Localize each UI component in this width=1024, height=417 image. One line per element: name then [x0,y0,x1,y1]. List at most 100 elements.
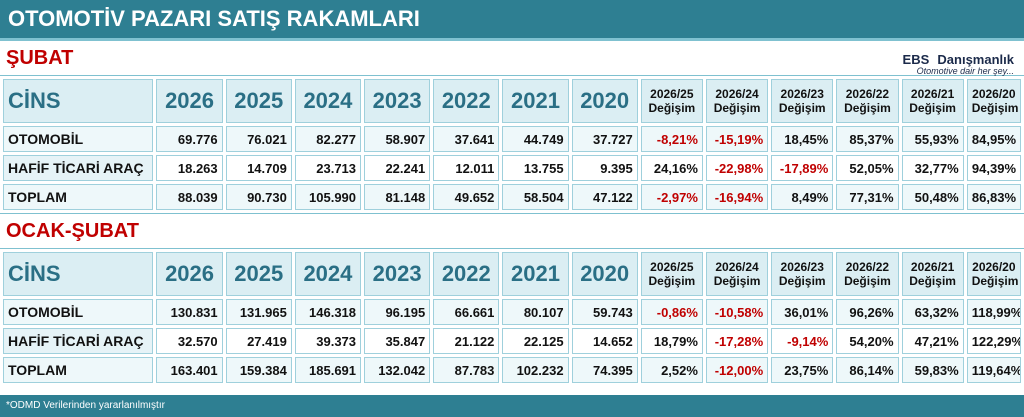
row-label: TOPLAM [3,357,154,383]
cell: 14.652 [571,328,638,354]
cell: 18.263 [156,155,223,181]
cell: 96.195 [364,299,431,325]
column-header: 2020 [571,252,638,296]
cell: 58.504 [502,184,569,210]
section-header: ŞUBAT EBS Danışmanlık Otomotive dair her ş… [0,40,1024,76]
cell: 55,93% [901,126,964,152]
column-header-line: 2026/20 [972,87,1016,101]
cell: 2,52% [640,357,703,383]
data-row: OTOMOBİL 130.831 131.965 146.318 96.195 66.66… [3,299,1021,325]
column-header-line: 2026/24 [715,260,759,274]
column-header: 2021 [502,79,569,123]
column-header: 2022 [433,252,500,296]
data-row: HAFİF TİCARİ ARAÇ 32.570 27.419 39.373 35.84… [3,328,1021,354]
cell: 81.148 [364,184,431,210]
cell: 77,31% [836,184,899,210]
data-row: TOPLAM 163.401 159.384 185.691 132.042 87.783… [3,357,1021,383]
cell: 44.749 [502,126,569,152]
cell: 21.122 [433,328,500,354]
column-header: 2026/21 Değişim [901,79,964,123]
section-title: OCAK-ŞUBAT [6,220,139,242]
footer: *ODMD Verilerinden yararlanılmıştır [0,395,1024,417]
column-header: 2026/23 Değişim [771,79,834,123]
section-title: ŞUBAT [6,47,74,69]
cell: 131.965 [225,299,292,325]
cell: 49.652 [433,184,500,210]
cell: 185.691 [294,357,362,383]
cell: 8,49% [771,184,834,210]
cell: 32.570 [156,328,223,354]
cell: 9.395 [571,155,638,181]
logo-name: Danışmanlık [937,52,1014,67]
column-header-line: Değişim [648,101,696,115]
cell: 14.709 [225,155,292,181]
cell: 88.039 [156,184,223,210]
cell: 52,05% [836,155,899,181]
column-header-line: 2026/20 [972,260,1016,274]
cell: -17,89% [771,155,834,181]
column-header-line: 2026/25 [650,87,694,101]
header-row: CİNS 2026 2025 2024 2023 2022 2021 2020 2026/25 D… [3,252,1021,296]
cell: -2,97% [640,184,703,210]
cell: 87.783 [433,357,500,383]
column-header: 2026/25 Değişim [640,79,703,123]
cell: 159.384 [225,357,292,383]
cell: 63,32% [901,299,964,325]
cell: -16,94% [705,184,769,210]
cell: 27.419 [225,328,292,354]
cell: 39.373 [294,328,362,354]
column-header-line: 2026/21 [910,260,955,274]
cell: 119,64% [966,357,1021,383]
column-header-line: 2026/22 [845,260,890,274]
column-header: 2024 [294,79,362,123]
column-header: 2026/22 Değişim [836,252,899,296]
column-header-line: 2026/24 [715,87,759,101]
cell: 24,16% [640,155,703,181]
cell: 76.021 [225,126,292,152]
column-header: 2026/24 Değişim [705,252,769,296]
cell: 22.125 [502,328,569,354]
cell: 74.395 [571,357,638,383]
cell: -0,86% [640,299,703,325]
column-header: 2026/20 Değişim [966,79,1021,123]
column-header-line: Değişim [778,274,826,288]
column-header-line: 2026/21 [910,87,955,101]
column-header: 2026/22 Değişim [836,79,899,123]
column-header: 2026/21 Değişim [901,252,964,296]
column-header-line: 2026/23 [780,260,824,274]
cell: 23,75% [771,357,834,383]
cell: 32,77% [901,155,964,181]
cell: 86,83% [966,184,1021,210]
cell: 82.277 [294,126,362,152]
cell: 66.661 [433,299,500,325]
column-header: 2022 [433,79,500,123]
cell: 36,01% [771,299,834,325]
column-header-line: 2026/22 [845,87,890,101]
cell: 12.011 [433,155,500,181]
cell: 18,79% [640,328,703,354]
logo: EBS Danışmanlık Otomotive dair her şey... [903,44,1014,76]
cell: 18,45% [771,126,834,152]
cell: 122,29% [966,328,1021,354]
cell: 37.727 [571,126,638,152]
cell: 85,37% [836,126,899,152]
header-row: CİNS 2026 2025 2024 2023 2022 2021 2020 2026/25 D… [3,79,1021,123]
cell: 47.122 [571,184,638,210]
column-header-line: Değişim [909,101,956,115]
data-table: CİNS 2026 2025 2024 2023 2022 2021 2020 2026/25 D… [0,249,1024,386]
data-table: CİNS 2026 2025 2024 2023 2022 2021 2020 2026/25 D… [0,76,1024,213]
cell: 90.730 [225,184,292,210]
column-header-line: Değişim [778,101,826,115]
column-header-line: 2026/23 [780,87,824,101]
column-header: 2026 [156,79,223,123]
column-header: 2021 [502,252,569,296]
cell: 37.641 [433,126,500,152]
cell: 94,39% [966,155,1021,181]
column-header-line: Değişim [844,101,891,115]
cell: -15,19% [705,126,769,152]
column-header-line: Değişim [713,101,761,115]
cell: 23.713 [294,155,362,181]
column-header-line: Değişim [844,274,891,288]
content: ŞUBAT EBS Danışmanlık Otomotive dair her ş… [0,40,1024,386]
column-header: CİNS [3,79,154,123]
